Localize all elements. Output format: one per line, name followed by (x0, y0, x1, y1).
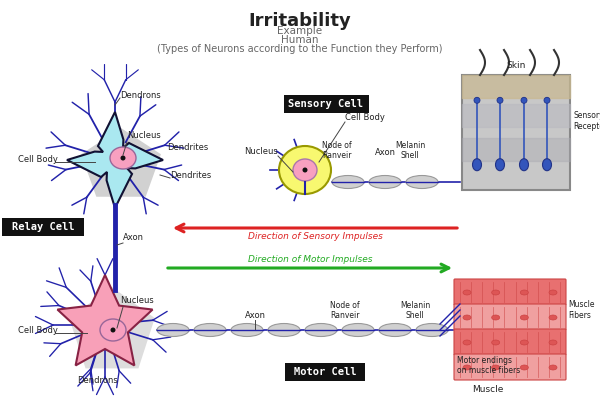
Text: Relay Cell: Relay Cell (12, 222, 74, 232)
FancyBboxPatch shape (285, 363, 365, 381)
Ellipse shape (463, 290, 471, 295)
FancyBboxPatch shape (284, 95, 369, 113)
Ellipse shape (542, 159, 551, 171)
Text: (Types of Neurons according to the Function they Perform): (Types of Neurons according to the Funct… (157, 44, 443, 54)
Ellipse shape (342, 324, 374, 336)
Text: Cell Body: Cell Body (18, 155, 58, 164)
Ellipse shape (416, 324, 448, 336)
Ellipse shape (474, 97, 480, 103)
Text: Nucleus: Nucleus (244, 147, 278, 156)
Text: Nucleus: Nucleus (120, 296, 154, 305)
FancyBboxPatch shape (454, 279, 566, 305)
Ellipse shape (279, 146, 331, 194)
Ellipse shape (520, 315, 529, 320)
Polygon shape (58, 275, 152, 365)
Polygon shape (81, 128, 161, 197)
Ellipse shape (463, 365, 471, 370)
Text: Dendrites: Dendrites (170, 171, 211, 180)
Text: Muscle
Fibers: Muscle Fibers (568, 300, 595, 320)
Text: Node of
Ranveir: Node of Ranveir (322, 140, 352, 160)
Ellipse shape (549, 340, 557, 345)
Text: Human: Human (281, 35, 319, 45)
Ellipse shape (302, 168, 308, 172)
Text: Cell Body: Cell Body (345, 113, 385, 122)
Ellipse shape (520, 340, 529, 345)
Text: Muscle: Muscle (472, 385, 503, 394)
FancyBboxPatch shape (454, 354, 566, 380)
Ellipse shape (496, 159, 505, 171)
Ellipse shape (463, 340, 471, 345)
FancyBboxPatch shape (454, 304, 566, 330)
Text: Dendrons: Dendrons (77, 376, 118, 385)
Ellipse shape (549, 290, 557, 295)
Ellipse shape (473, 159, 482, 171)
Text: Dendrites: Dendrites (167, 143, 208, 152)
Ellipse shape (549, 315, 557, 320)
Ellipse shape (293, 159, 317, 181)
Ellipse shape (406, 176, 438, 188)
Ellipse shape (520, 365, 529, 370)
Text: Melanin
Shell: Melanin Shell (400, 300, 430, 320)
Text: Sensory
Receptor: Sensory Receptor (573, 111, 600, 131)
Text: Motor Cell: Motor Cell (294, 367, 356, 377)
Ellipse shape (231, 324, 263, 336)
Text: Motor endings
on muscle fibers: Motor endings on muscle fibers (457, 356, 520, 375)
Ellipse shape (110, 328, 115, 332)
Ellipse shape (497, 97, 503, 103)
Text: Node of
Ranveir: Node of Ranveir (330, 300, 360, 320)
Ellipse shape (379, 324, 411, 336)
Ellipse shape (544, 97, 550, 103)
Ellipse shape (491, 290, 500, 295)
Text: Sensory Cell: Sensory Cell (289, 99, 364, 109)
Ellipse shape (332, 176, 364, 188)
Ellipse shape (110, 147, 136, 169)
Text: Direction of Motor Impulses: Direction of Motor Impulses (248, 255, 372, 264)
Text: Axon: Axon (123, 233, 144, 242)
Ellipse shape (194, 324, 226, 336)
Text: Melanin
Shell: Melanin Shell (395, 140, 425, 160)
Ellipse shape (491, 365, 500, 370)
FancyBboxPatch shape (2, 218, 84, 236)
Polygon shape (67, 112, 163, 208)
Ellipse shape (268, 324, 300, 336)
Ellipse shape (100, 319, 126, 341)
Ellipse shape (121, 156, 125, 160)
Text: Example: Example (277, 26, 323, 36)
Ellipse shape (549, 365, 557, 370)
Ellipse shape (521, 97, 527, 103)
Ellipse shape (491, 340, 500, 345)
Ellipse shape (520, 159, 529, 171)
FancyBboxPatch shape (454, 329, 566, 355)
Bar (462, 75, 570, 190)
Polygon shape (69, 287, 155, 368)
Text: Cell Body: Cell Body (18, 326, 58, 335)
Text: Skin: Skin (506, 61, 526, 70)
Text: Direction of Sensory Impulses: Direction of Sensory Impulses (248, 232, 382, 241)
Text: Nucleus: Nucleus (127, 131, 161, 140)
Text: Dendrons: Dendrons (120, 91, 161, 100)
Ellipse shape (520, 290, 529, 295)
Ellipse shape (305, 324, 337, 336)
Ellipse shape (369, 176, 401, 188)
Text: Irritability: Irritability (248, 12, 352, 30)
Text: Axon: Axon (375, 148, 396, 157)
Text: Axon: Axon (245, 311, 265, 320)
Ellipse shape (491, 315, 500, 320)
Ellipse shape (157, 324, 189, 336)
Ellipse shape (463, 315, 471, 320)
